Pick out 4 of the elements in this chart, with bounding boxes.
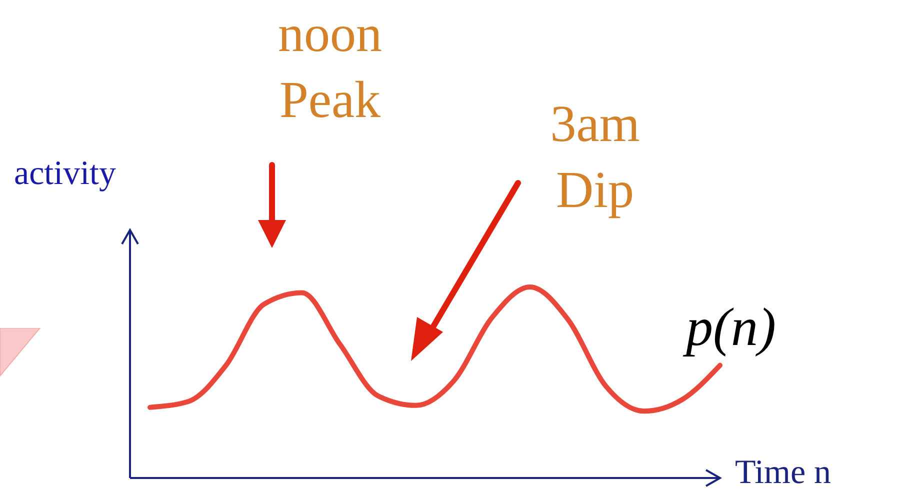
text: 3am Dip <box>549 95 641 221</box>
text: noon Peak <box>277 5 383 131</box>
x-axis-title: Time n <box>735 454 832 492</box>
y-axis-title: activity <box>14 155 116 193</box>
